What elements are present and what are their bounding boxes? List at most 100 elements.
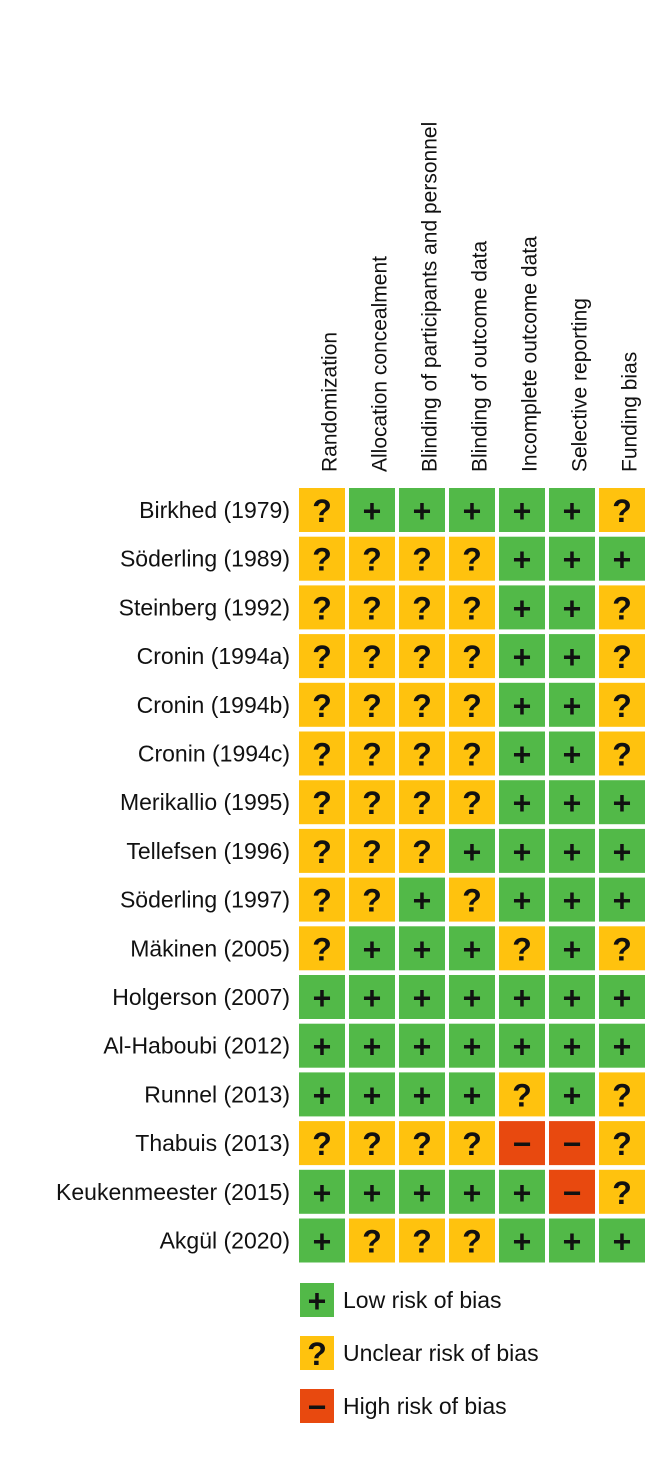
cell: [599, 877, 645, 922]
cell: [599, 682, 645, 727]
cell-symbol: ?: [362, 542, 382, 578]
cell: [299, 536, 345, 581]
cell: [599, 1023, 645, 1068]
cell-symbol: +: [613, 542, 632, 578]
cell: [449, 488, 495, 532]
cell-symbol: ?: [412, 542, 432, 578]
cell-symbol: +: [313, 1077, 332, 1113]
cell-symbol: ?: [312, 1126, 332, 1162]
cell-symbol: ?: [362, 834, 382, 870]
cell-symbol: +: [313, 1029, 332, 1065]
cell: [499, 682, 545, 727]
cell-symbol: ?: [312, 834, 332, 870]
cell: [449, 1169, 495, 1214]
column-header: Blinding of outcome data: [469, 241, 492, 472]
legend-symbol: +: [308, 1283, 327, 1319]
cell: [449, 1072, 495, 1117]
cell: [599, 828, 645, 873]
cell-symbol: ?: [512, 931, 532, 967]
cell-symbol: ?: [312, 883, 332, 919]
cell: [499, 731, 545, 776]
cell: [549, 975, 595, 1019]
cell-symbol: +: [463, 1077, 482, 1113]
cell: [299, 731, 345, 776]
cell-symbol: +: [613, 980, 632, 1016]
cell: [449, 1023, 495, 1068]
cell: [349, 731, 395, 776]
cell-symbol: +: [563, 1077, 582, 1113]
cell: [499, 634, 545, 679]
cell: [449, 926, 495, 971]
cell: [299, 1169, 345, 1214]
cell-symbol: +: [413, 883, 432, 919]
cell-symbol: ?: [412, 834, 432, 870]
cell: [549, 536, 595, 581]
cell: [399, 926, 445, 971]
cell-symbol: ?: [612, 590, 632, 626]
cell-symbol: +: [613, 883, 632, 919]
cell-symbol: +: [363, 931, 382, 967]
cell-symbol: ?: [362, 785, 382, 821]
cell: [449, 585, 495, 630]
cell: [499, 1023, 545, 1068]
cell-symbol: ?: [362, 737, 382, 773]
cell: [299, 682, 345, 727]
column-header: Allocation concealment: [369, 256, 392, 472]
row-label: Birkhed (1979): [139, 497, 290, 523]
cell: [399, 780, 445, 825]
cell: [499, 1072, 545, 1117]
cell: [399, 975, 445, 1019]
cell-symbol: ?: [612, 1077, 632, 1113]
cell: [549, 828, 595, 873]
cell: [549, 585, 595, 630]
cell: [349, 1121, 395, 1166]
cell-symbol: ?: [362, 1126, 382, 1162]
cell-symbol: +: [563, 1224, 582, 1260]
cell-symbol: +: [513, 1175, 532, 1211]
cell: [399, 1169, 445, 1214]
row-label: Söderling (1997): [120, 887, 290, 913]
cell-symbol: −: [513, 1126, 532, 1162]
cell: [499, 585, 545, 630]
cell: [299, 780, 345, 825]
row-label: Holgerson (2007): [112, 984, 290, 1010]
cell-symbol: ?: [412, 1126, 432, 1162]
cell-symbol: ?: [612, 1175, 632, 1211]
cell-symbol: +: [563, 590, 582, 626]
cell: [399, 877, 445, 922]
cell-symbol: ?: [412, 737, 432, 773]
cell-symbol: ?: [312, 737, 332, 773]
cell: [299, 1218, 345, 1263]
cell-symbol: ?: [312, 639, 332, 675]
cell-symbol: ?: [512, 1077, 532, 1113]
cell-symbol: ?: [462, 785, 482, 821]
cell-symbol: ?: [362, 590, 382, 626]
cell-symbol: +: [613, 785, 632, 821]
cell: [399, 634, 445, 679]
cell: [599, 634, 645, 679]
cell: [349, 488, 395, 532]
cell: [299, 634, 345, 679]
cell-symbol: +: [513, 688, 532, 724]
cell: [399, 536, 445, 581]
cell-symbol: ?: [312, 785, 332, 821]
cell: [449, 780, 495, 825]
cell-symbol: ?: [462, 542, 482, 578]
column-header: Funding bias: [619, 352, 642, 472]
row-label: Söderling (1989): [120, 546, 290, 572]
row-label: Al-Haboubi (2012): [103, 1033, 290, 1059]
cell-symbol: +: [513, 1224, 532, 1260]
cell-symbol: +: [563, 639, 582, 675]
cell-symbol: ?: [462, 737, 482, 773]
cell: [549, 1218, 595, 1263]
cell-symbol: +: [413, 931, 432, 967]
cell-symbol: ?: [612, 639, 632, 675]
cell: [499, 877, 545, 922]
legend-symbol: ?: [307, 1336, 327, 1372]
cell: [549, 1072, 595, 1117]
legend-swatch: [300, 1389, 334, 1423]
cell: [399, 1121, 445, 1166]
legend-swatch: [300, 1336, 334, 1370]
cell: [349, 585, 395, 630]
cell: [299, 828, 345, 873]
